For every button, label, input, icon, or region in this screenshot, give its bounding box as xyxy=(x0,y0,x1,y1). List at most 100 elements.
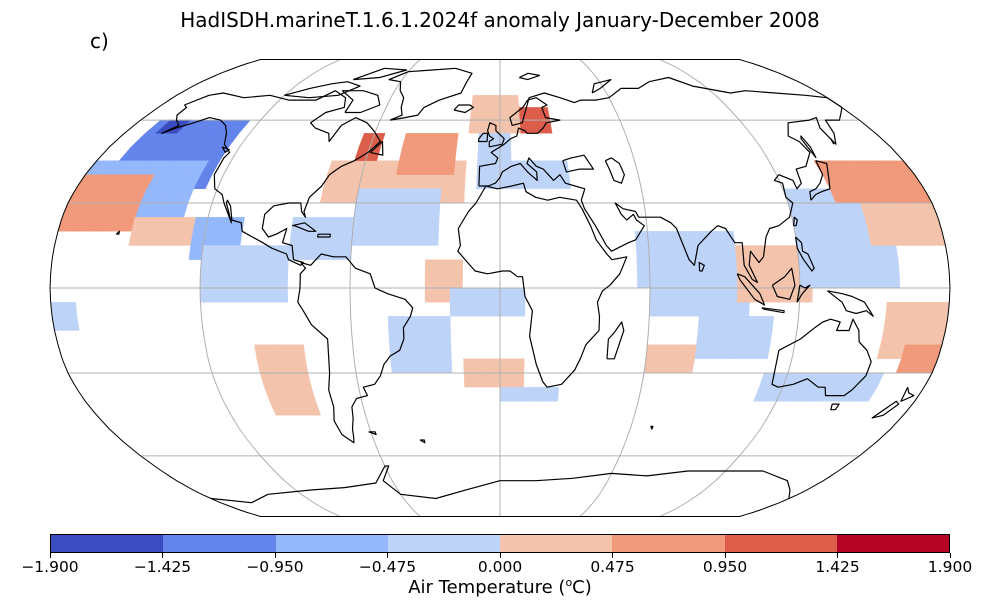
colorbar-tick-label: −0.475 xyxy=(358,558,417,576)
grid-cell-slight-cold xyxy=(400,316,414,331)
grid-cell-mild-cold xyxy=(188,160,210,175)
grid-cell-slight-cold xyxy=(755,344,771,359)
grid-cell-slight-cold xyxy=(649,287,663,303)
grid-cell-slight-cold xyxy=(809,245,824,260)
grid-cell-slight-warm xyxy=(499,119,511,134)
grid-cell-slight-cold xyxy=(662,287,676,303)
grid-cell-mild-cold xyxy=(227,231,243,246)
grid-cell-slight-cold xyxy=(367,188,383,204)
grid-cell-slight-cold xyxy=(477,146,490,161)
grid-cell-slight-cold xyxy=(238,245,253,260)
grid-cell-slight-cold xyxy=(462,302,476,317)
coastline-sakhalin xyxy=(800,135,817,159)
grid-cell-slight-warm xyxy=(405,174,420,190)
grid-cell-slight-cold xyxy=(200,259,215,274)
grid-cell-mild-cold xyxy=(188,245,204,260)
coastline-uk xyxy=(487,122,505,148)
colorbar-tick xyxy=(949,553,951,558)
grid-cell-slight-cold xyxy=(365,202,381,218)
grid-cell-slight-cold xyxy=(724,273,738,289)
grid-cell-slight-warm xyxy=(895,316,911,331)
grid-cell-slight-cold xyxy=(314,231,329,246)
grid-cell-slight-cold xyxy=(413,330,427,345)
grid-cell-slight-cold xyxy=(487,287,501,303)
colorbar-tick xyxy=(837,553,838,558)
robinson-map xyxy=(49,59,951,517)
grid-cell-slight-warm xyxy=(922,302,938,317)
grid-cell-slight-cold xyxy=(351,231,366,246)
grid-cell-slight-cold xyxy=(734,316,750,331)
coastlines xyxy=(115,67,915,504)
grid-cell-slight-warm xyxy=(487,358,501,374)
grid-cell-slight-cold xyxy=(249,287,264,303)
grid-cell-slight-cold xyxy=(649,259,663,274)
grid-cell-slight-cold xyxy=(873,259,888,274)
grid-cell-slight-warm xyxy=(451,188,465,204)
grid-cell-slight-warm xyxy=(469,107,482,121)
grid-cell-slight-warm xyxy=(499,358,513,374)
grid-cell-slight-cold xyxy=(488,146,501,161)
grid-cell-slight-cold xyxy=(388,231,403,246)
grid-cell-slight-cold xyxy=(237,287,251,303)
grid-cell-slight-cold xyxy=(686,302,700,317)
coastline-kamchatka-isl xyxy=(830,138,835,145)
colorbar-tick-label: −1.425 xyxy=(133,558,192,576)
grid-cell-slight-cold xyxy=(274,273,289,289)
coastline-ellesmere xyxy=(352,67,408,81)
grid-cell-slight-cold xyxy=(660,245,675,260)
grid-cell-slight-cold xyxy=(512,302,526,317)
grid-cell-slight-cold xyxy=(694,344,709,359)
grid-cell-slight-cold xyxy=(698,302,713,317)
grid-cell-slight-cold xyxy=(708,231,724,246)
grid-cell-slight-cold xyxy=(250,245,266,260)
grid-cell-slight-cold xyxy=(262,287,276,303)
grid-cell-slight-cold xyxy=(387,316,402,331)
grid-cell-slight-cold xyxy=(262,259,277,274)
grid-cell-slight-cold xyxy=(861,273,876,289)
grid-cell-slight-cold xyxy=(400,231,415,246)
grid-cell-slight-warm xyxy=(784,245,799,260)
grid-cell-slight-cold xyxy=(425,231,439,246)
grid-cell-slight-cold xyxy=(824,273,838,289)
grid-cell-slight-warm xyxy=(429,174,443,190)
grid-cell-slight-cold xyxy=(226,245,241,260)
coastline-caspian xyxy=(604,157,625,184)
grid-cell-slight-cold xyxy=(849,273,863,289)
grid-cell-slight-cold xyxy=(425,330,439,345)
grid-cell-slight-cold xyxy=(720,231,736,246)
grid-cell-slight-warm xyxy=(291,344,306,359)
grid-cell-slight-cold xyxy=(364,216,379,232)
grid-cell-slight-warm xyxy=(670,344,685,359)
coastline-falklands xyxy=(368,431,377,436)
colorbar-label: Air Temperature (oC) xyxy=(408,576,592,598)
grid-cell-slight-cold xyxy=(674,287,688,303)
anomaly-grid-cells xyxy=(50,95,950,416)
grid-cell-slight-cold xyxy=(662,273,676,289)
grid-cell-slight-cold xyxy=(325,245,340,260)
coastline-vancouver xyxy=(221,146,230,153)
grid-cell-slight-cold xyxy=(212,273,226,289)
grid-cell-slight-cold xyxy=(512,287,526,303)
grid-cell-slight-warm xyxy=(449,259,463,274)
grid-cell-slight-cold xyxy=(201,245,216,260)
grid-cell-slight-cold xyxy=(696,231,711,246)
grid-cell-slight-warm xyxy=(440,174,455,190)
grid-cell-slight-cold xyxy=(199,273,214,289)
grid-cell-slight-cold xyxy=(510,160,524,175)
grid-cell-slight-warm xyxy=(424,287,438,303)
grid-cell-slight-warm xyxy=(761,259,775,274)
grid-cell-slight-cold xyxy=(649,273,663,289)
grid-cell-slight-cold xyxy=(759,316,774,331)
map-title: HadISDH.marineT.1.6.1.2024f anomaly Janu… xyxy=(180,8,820,32)
grid-cell-slight-warm xyxy=(490,95,501,108)
grid-cell-slight-warm xyxy=(453,160,467,175)
grid-cell-slight-cold xyxy=(224,273,239,289)
grid-cell-slight-cold xyxy=(647,231,662,246)
grid-cell-slight-cold xyxy=(846,245,862,260)
grid-cell-slight-cold xyxy=(340,216,355,232)
grid-cell-slight-cold xyxy=(224,287,239,303)
grid-cell-slight-cold xyxy=(835,259,850,274)
grid-cell-slight-warm xyxy=(393,174,409,190)
grid-cell-slight-warm xyxy=(475,358,489,374)
grid-cell-slight-cold xyxy=(673,302,688,317)
